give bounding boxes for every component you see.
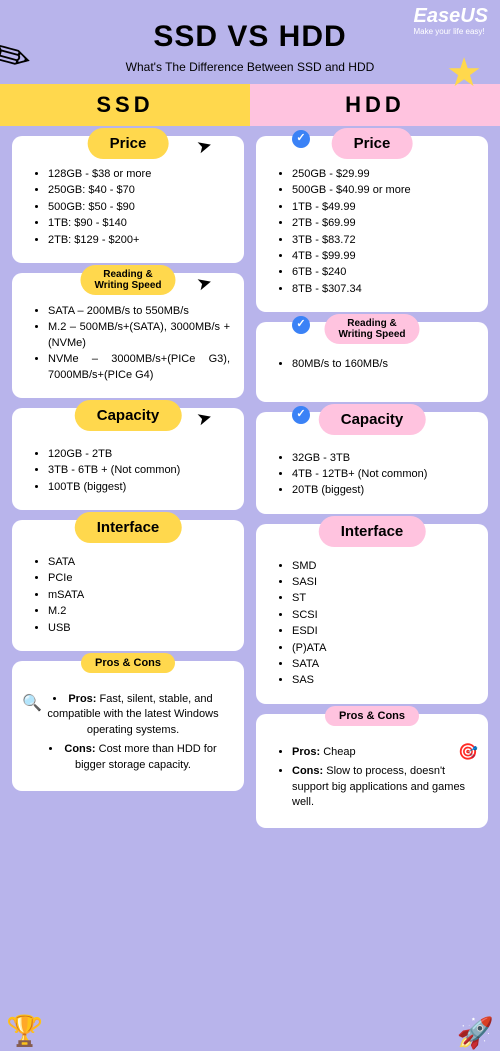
brand-tagline: Make your life easy! [414, 28, 489, 36]
list-item: NVMe – 3000MB/s+(PICe G3), 7000MB/s+(PIC… [48, 352, 230, 383]
list-item: SATA [292, 657, 474, 672]
list-item: 100TB (biggest) [48, 480, 230, 495]
list-item: SCSI [292, 608, 474, 623]
infographic-page: EaseUS Make your life easy! ✎ ★ SSD VS H… [0, 0, 500, 1047]
list-item: 120GB - 2TB [48, 447, 230, 462]
list-item: 20TB (biggest) [292, 483, 474, 498]
list-item: 2TB - $69.99 [292, 216, 474, 231]
list-item: SAS [292, 673, 474, 688]
pill-label: Capacity [75, 400, 182, 431]
pill-label: Reading &Writing Speed [324, 314, 419, 344]
check-icon [292, 130, 310, 148]
ssd-capacity-card: Capacity ➤ 120GB - 2TB3TB - 6TB + (Not c… [12, 408, 244, 510]
list-item: 4TB - 12TB+ (Not common) [292, 467, 474, 482]
cursor-icon: ➤ [194, 132, 215, 160]
list-item: PCIe [48, 571, 230, 586]
hdd-interface-list: SMDSASIST SCSIESDI (P)ATASATASAS [270, 559, 474, 689]
list-item: 250GB: $40 - $70 [48, 183, 230, 198]
hdd-speed-card: Reading &Writing Speed 80MB/s to 160MB/s [256, 322, 488, 401]
column-headers: SSD HDD [0, 84, 500, 126]
list-item: SATA – 200MB/s to 550MB/s [48, 304, 230, 319]
ssd-speed-card: Reading &Writing Speed ➤ SATA – 200MB/s … [12, 273, 244, 398]
ssd-speed-list: SATA – 200MB/s to 550MB/sM.2 – 500MB/s+(… [26, 304, 230, 383]
list-item: Cons: Slow to process, doesn't support b… [292, 764, 474, 810]
content-grid: Price ➤ 128GB - $38 or more250GB: $40 - … [12, 136, 488, 828]
list-item: mSATA [48, 588, 230, 603]
hdd-price-list: 250GB - $29.99500GB - $40.99 or more 1TB … [270, 167, 474, 297]
list-item: 128GB - $38 or more [48, 167, 230, 182]
list-item: M.2 – 500MB/s+(SATA), 3000MB/s + (NVMe) [48, 320, 230, 351]
rocket-icon: 🚀 [457, 1016, 494, 1051]
col-header-ssd: SSD [0, 84, 250, 126]
pill-label: Reading &Writing Speed [80, 265, 175, 295]
trophy-icon: 🏆 [6, 1014, 43, 1049]
pill-label: Price [332, 128, 413, 159]
page-subtitle: What's The Difference Between SSD and HD… [12, 60, 488, 74]
pill-label: Pros & Cons [325, 706, 419, 726]
magnifier-icon: 🔍 [22, 693, 42, 715]
list-item: 1TB - $49.99 [292, 200, 474, 215]
list-item: Pros: Fast, silent, stable, and compatib… [36, 692, 230, 738]
ssd-proscons-card: Pros & Cons 🔍 Pros: Fast, silent, stable… [12, 661, 244, 791]
hdd-price-card: Price 250GB - $29.99500GB - $40.99 or mo… [256, 136, 488, 312]
list-item: 500GB - $40.99 or more [292, 183, 474, 198]
ssd-interface-list: SATAPCIe mSATAM.2 USB [26, 555, 230, 636]
ssd-column: Price ➤ 128GB - $38 or more250GB: $40 - … [12, 136, 244, 828]
ssd-proscons-list: Pros: Fast, silent, stable, and compatib… [26, 692, 230, 773]
pill-label: Interface [319, 516, 426, 547]
ssd-capacity-list: 120GB - 2TB3TB - 6TB + (Not common) 100TB… [26, 447, 230, 495]
hdd-proscons-list: Pros: Cheap Cons: Slow to process, doesn… [270, 745, 474, 811]
list-item: 80MB/s to 160MB/s [292, 357, 474, 372]
list-item: SASI [292, 575, 474, 590]
pill-label: Interface [75, 512, 182, 543]
list-item: 250GB - $29.99 [292, 167, 474, 182]
list-item: 1TB: $90 - $140 [48, 216, 230, 231]
list-item: SMD [292, 559, 474, 574]
pill-label: Price [88, 128, 169, 159]
cursor-icon: ➤ [194, 404, 215, 432]
brand-block: EaseUS Make your life easy! [414, 6, 489, 36]
list-item: ST [292, 591, 474, 606]
hdd-speed-list: 80MB/s to 160MB/s [270, 357, 474, 372]
ssd-price-list: 128GB - $38 or more250GB: $40 - $70 500GB… [26, 167, 230, 248]
list-item: M.2 [48, 604, 230, 619]
list-item: USB [48, 621, 230, 636]
list-item: ESDI [292, 624, 474, 639]
check-icon [292, 406, 310, 424]
list-item: SATA [48, 555, 230, 570]
list-item: 32GB - 3TB [292, 451, 474, 466]
check-icon [292, 316, 310, 334]
pill-label: Capacity [319, 404, 426, 435]
list-item: Cons: Cost more than HDD for bigger stor… [36, 742, 230, 773]
hdd-proscons-card: Pros & Cons 🎯 Pros: Cheap Cons: Slow to … [256, 714, 488, 829]
cursor-icon: ➤ [194, 269, 215, 297]
ssd-interface-card: Interface SATAPCIemSATAM.2USB [12, 520, 244, 651]
list-item: 3TB - $83.72 [292, 233, 474, 248]
list-item: 6TB - $240 [292, 265, 474, 280]
hdd-capacity-list: 32GB - 3TB4TB - 12TB+ (Not common)20TB (… [270, 451, 474, 499]
hdd-capacity-card: Capacity 32GB - 3TB4TB - 12TB+ (Not comm… [256, 412, 488, 514]
pill-label: Pros & Cons [81, 653, 175, 673]
list-item: 500GB: $50 - $90 [48, 200, 230, 215]
brand-name: EaseUS [414, 6, 489, 26]
hdd-column: Price 250GB - $29.99500GB - $40.99 or mo… [256, 136, 488, 828]
list-item: 3TB - 6TB + (Not common) [48, 463, 230, 478]
target-icon: 🎯 [458, 742, 478, 764]
hdd-interface-card: Interface SMDSASISTSCSIESDI(P)ATASATASAS [256, 524, 488, 704]
list-item: 8TB - $307.34 [292, 282, 474, 297]
list-item: 4TB - $99.99 [292, 249, 474, 264]
star-icon: ★ [446, 50, 482, 96]
list-item: 2TB: $129 - $200+ [48, 233, 230, 248]
list-item: (P)ATA [292, 641, 474, 656]
ssd-price-card: Price ➤ 128GB - $38 or more250GB: $40 - … [12, 136, 244, 263]
list-item: Pros: Cheap [292, 745, 474, 760]
